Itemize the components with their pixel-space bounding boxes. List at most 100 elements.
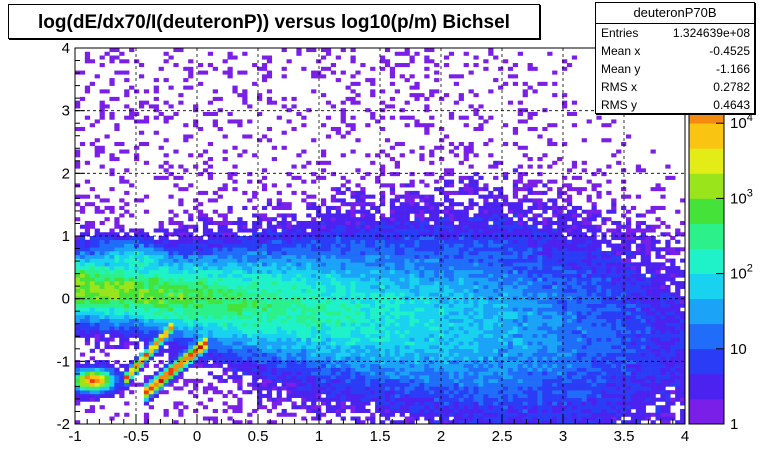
heatmap-cell — [306, 288, 312, 293]
heatmap-cell — [202, 160, 209, 165]
heatmap-cell — [79, 273, 86, 278]
heatmap-cell — [414, 51, 420, 56]
heatmap-cell — [296, 262, 302, 267]
heatmap-cell — [360, 314, 366, 320]
heatmap-cell — [124, 258, 130, 263]
heatmap-cell — [443, 243, 450, 248]
heatmap-cell — [257, 273, 263, 278]
heatmap-cell — [473, 63, 479, 68]
heatmap-cell — [242, 333, 248, 338]
heatmap-cell — [286, 183, 292, 188]
heatmap-cell — [168, 348, 174, 353]
heatmap-cell — [409, 393, 415, 398]
heatmap-cell — [242, 341, 248, 346]
heatmap-cell — [99, 371, 105, 376]
heatmap-cell — [124, 236, 130, 241]
heatmap-cell — [207, 262, 214, 267]
heatmap-cell — [380, 375, 386, 380]
heatmap-cell — [443, 168, 450, 173]
heatmap-cell — [340, 318, 346, 323]
heatmap-cell — [340, 232, 346, 237]
heatmap-cell — [168, 239, 174, 244]
heatmap-cell — [148, 382, 155, 387]
heatmap-cell — [316, 333, 322, 338]
heatmap-cell — [202, 326, 209, 331]
heatmap-cell — [370, 78, 376, 83]
heatmap-cell — [380, 66, 386, 71]
heatmap-cell — [158, 224, 164, 229]
heatmap-cell — [306, 337, 312, 342]
heatmap-cell — [242, 288, 248, 293]
heatmap-cell — [138, 273, 145, 278]
heatmap-cell — [478, 115, 484, 120]
heatmap-cell — [158, 382, 164, 387]
heatmap-cell — [212, 299, 218, 304]
heatmap-cell — [109, 273, 115, 278]
heatmap-cell — [458, 333, 464, 338]
heatmap-cell — [301, 224, 307, 229]
heatmap-cell — [478, 363, 484, 368]
heatmap-cell — [389, 239, 396, 244]
heatmap-cell — [340, 382, 346, 387]
heatmap-cell — [94, 307, 100, 312]
heatmap-cell — [335, 78, 341, 83]
heatmap-cell — [370, 307, 376, 312]
heatmap-cell — [453, 416, 460, 421]
heatmap-cell — [178, 408, 184, 414]
heatmap-cell — [448, 149, 455, 154]
heatmap-cell — [424, 281, 430, 286]
heatmap-cell — [134, 345, 140, 350]
heatmap-cell — [350, 352, 356, 357]
heatmap-cell — [340, 239, 346, 244]
heatmap-cell — [488, 303, 494, 308]
heatmap-cell — [404, 363, 410, 368]
heatmap-cell — [271, 254, 277, 259]
heatmap-cell — [330, 378, 337, 383]
heatmap-cell — [320, 232, 327, 237]
heatmap-cell — [276, 363, 282, 368]
heatmap-cell — [104, 217, 110, 222]
heatmap-cell — [124, 382, 130, 387]
heatmap-cell — [178, 100, 184, 105]
heatmap-cell — [212, 254, 218, 259]
heatmap-cell — [75, 299, 81, 304]
heatmap-cell — [138, 228, 145, 233]
heatmap-cell — [129, 277, 135, 282]
heatmap-cell — [419, 123, 425, 128]
heatmap-cell — [458, 262, 464, 267]
heatmap-cell — [463, 63, 469, 68]
heatmap-cell — [247, 352, 253, 357]
heatmap-cell — [320, 326, 327, 331]
heatmap-cell — [207, 363, 214, 368]
heatmap-cell — [453, 288, 460, 293]
heatmap-cell — [330, 281, 337, 286]
heatmap-cell — [193, 363, 199, 368]
heatmap-cell — [350, 243, 356, 248]
heatmap-cell — [197, 258, 204, 263]
heatmap-cell — [493, 330, 499, 335]
heatmap-cell — [281, 330, 287, 335]
heatmap-cell — [276, 277, 282, 282]
heatmap-cell — [468, 205, 474, 210]
heatmap-cell — [493, 318, 499, 323]
heatmap-cell — [389, 284, 396, 289]
heatmap-cell — [350, 393, 356, 398]
heatmap-cell — [237, 420, 243, 425]
heatmap-cell — [404, 262, 410, 267]
heatmap-cell — [153, 239, 159, 244]
heatmap-cell — [370, 220, 376, 226]
heatmap-cell — [153, 228, 159, 233]
heatmap-cell — [173, 352, 179, 357]
heatmap-cell — [296, 284, 302, 289]
heatmap-cell — [79, 236, 86, 241]
heatmap-cell — [291, 333, 297, 338]
heatmap-cell — [173, 333, 179, 338]
heatmap-cell — [222, 303, 228, 308]
heatmap-cell — [227, 367, 233, 372]
heatmap-cell — [409, 190, 415, 195]
heatmap-cell — [197, 262, 204, 267]
heatmap-cell — [252, 281, 258, 286]
heatmap-cell — [345, 371, 351, 376]
heatmap-cell — [409, 348, 415, 353]
heatmap-cell — [242, 367, 248, 372]
